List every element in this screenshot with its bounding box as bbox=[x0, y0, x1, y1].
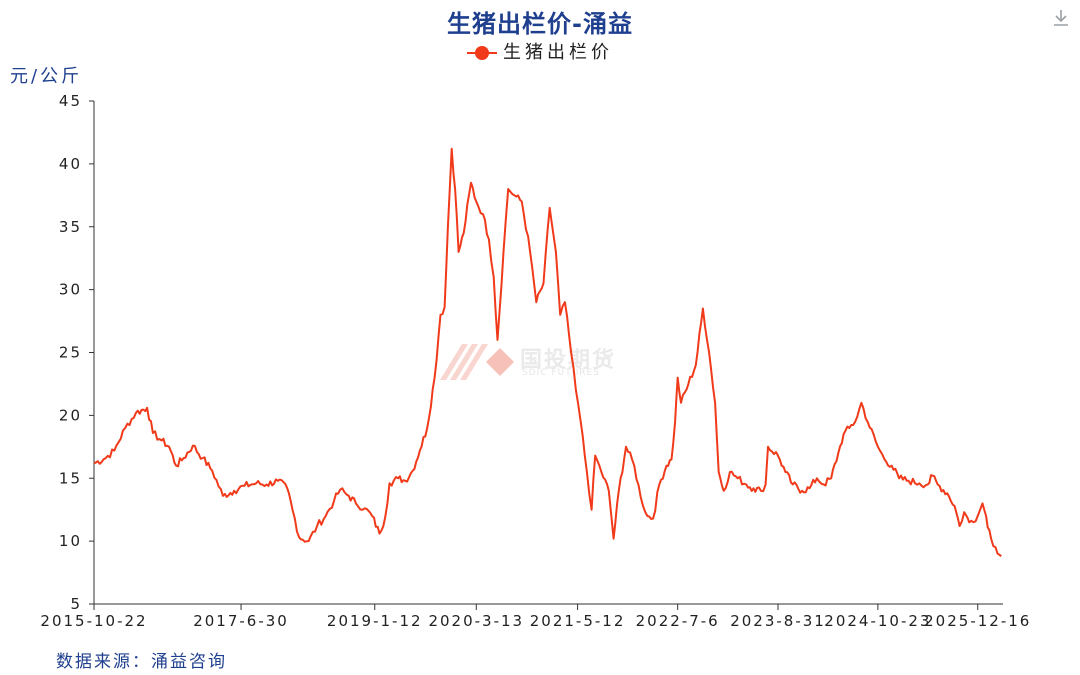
watermark-text: 国投期货 bbox=[520, 348, 617, 373]
x-tick-label: 2020-3-13 bbox=[428, 612, 524, 630]
y-tick-label: 30 bbox=[59, 281, 82, 299]
y-tick-label: 35 bbox=[59, 218, 82, 236]
y-axis-unit-label: 元/公斤 bbox=[10, 66, 83, 87]
legend-label: 生猪出栏价 bbox=[503, 42, 613, 63]
x-tick-label: 2023-8-31 bbox=[730, 612, 826, 630]
watermark-subtext: SDIC FUTURES bbox=[522, 368, 600, 378]
x-tick-label: 2025-12-16 bbox=[924, 612, 1031, 630]
series-line bbox=[93, 147, 1002, 558]
y-tick-label: 40 bbox=[59, 155, 82, 173]
watermark: 国投期货 SDIC FUTURES bbox=[440, 340, 640, 384]
chart-title: 生猪出栏价-涌益 bbox=[447, 10, 633, 38]
x-tick-label: 2015-10-22 bbox=[40, 612, 147, 630]
y-tick-label: 5 bbox=[70, 595, 82, 613]
watermark-logo-icon bbox=[440, 344, 514, 380]
x-tick-label: 2021-5-12 bbox=[530, 612, 626, 630]
data-source-note: 数据来源：涌益咨询 bbox=[56, 652, 227, 672]
legend-swatch bbox=[467, 46, 497, 60]
x-tick-label: 2024-10-23 bbox=[824, 612, 931, 630]
legend[interactable]: 生猪出栏价 bbox=[0, 38, 1080, 64]
x-tick-label: 2022-7-6 bbox=[636, 612, 720, 630]
y-tick-label: 25 bbox=[59, 344, 82, 362]
y-tick-label: 20 bbox=[59, 406, 82, 424]
y-tick-label: 15 bbox=[59, 469, 82, 487]
y-tick-label: 45 bbox=[59, 92, 82, 110]
y-tick-label: 10 bbox=[59, 532, 82, 550]
x-tick-label: 2017-6-30 bbox=[193, 612, 289, 630]
x-tick-label: 2019-1-12 bbox=[327, 612, 423, 630]
download-icon[interactable] bbox=[1052, 8, 1070, 28]
